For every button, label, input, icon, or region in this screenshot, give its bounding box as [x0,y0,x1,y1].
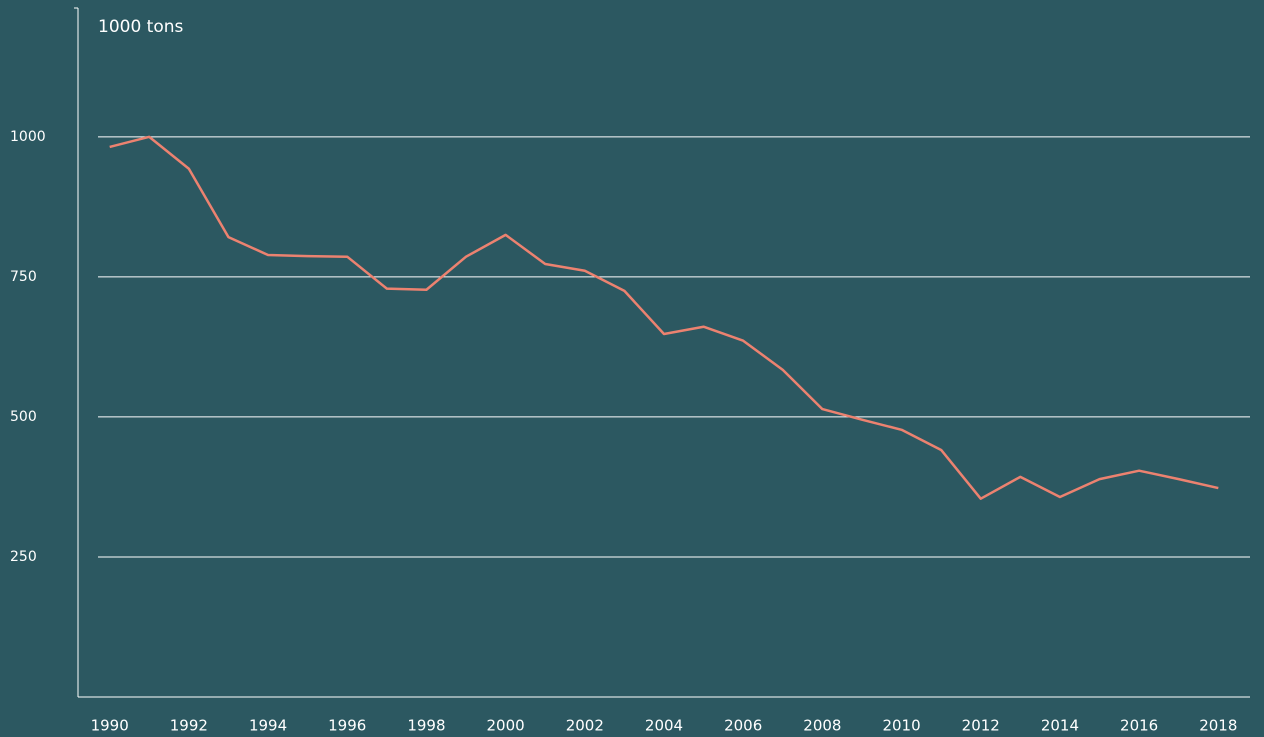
x-tick-label: 1990 [91,717,129,735]
x-tick-label: 1992 [170,717,208,735]
x-tick-label: 1996 [328,717,366,735]
x-tick-label: 2010 [882,717,920,735]
y-tick-label: 1000 [10,129,46,145]
x-tick-label: 2014 [1041,717,1079,735]
x-tick-label: 2016 [1120,717,1158,735]
x-tick-label: 2008 [803,717,841,735]
x-tick-label: 1998 [407,717,445,735]
y-tick-label: 750 [10,269,37,285]
x-tick-label: 2012 [962,717,1000,735]
data-line [109,135,1219,500]
y-tick-label: 500 [10,409,37,425]
x-tick-label: 2002 [566,717,604,735]
y-axis-unit: 1000 tons [98,17,184,37]
x-tick-label: 2004 [645,717,683,735]
x-tick-label: 2018 [1199,717,1237,735]
y-tick-label: 250 [10,549,37,565]
x-tick-label: 1994 [249,717,287,735]
x-tick-label: 2000 [487,717,525,735]
x-tick-label: 2006 [724,717,762,735]
